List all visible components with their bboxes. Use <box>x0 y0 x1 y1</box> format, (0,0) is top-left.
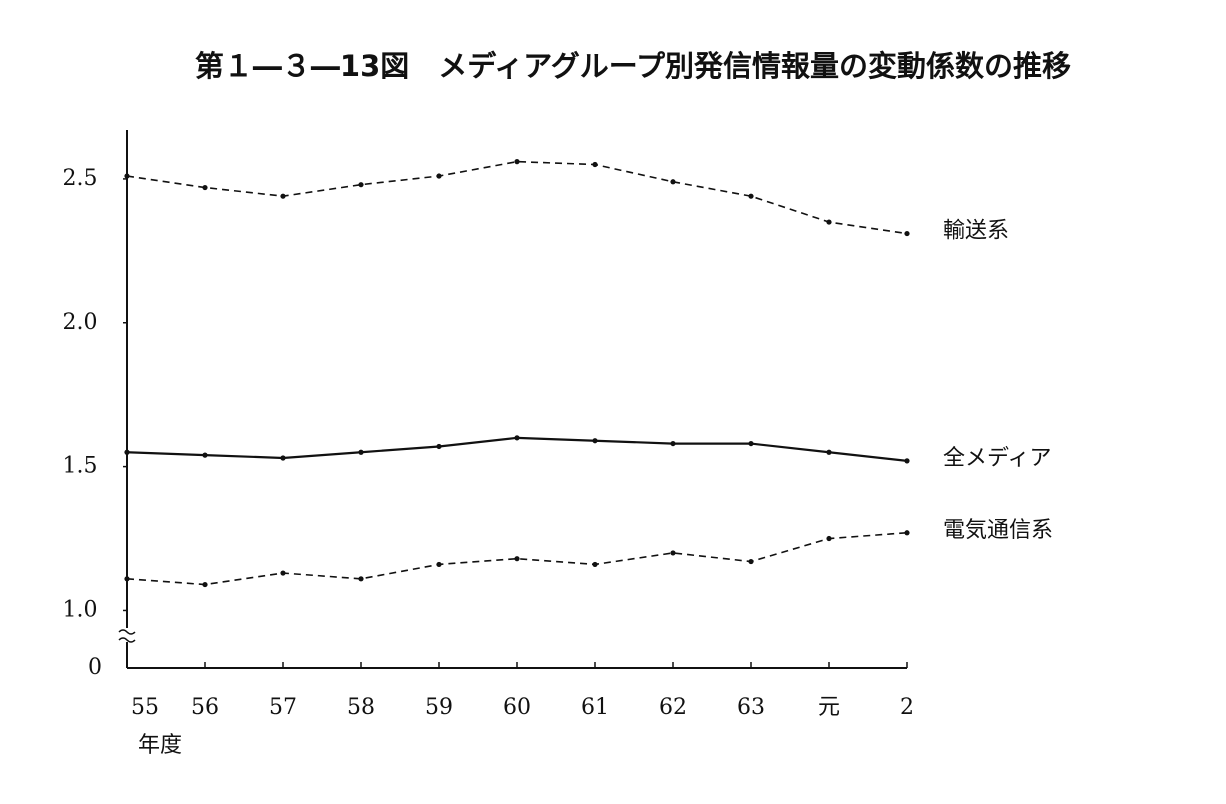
data-point <box>202 184 208 191</box>
x-tick-label: 58 <box>347 695 375 720</box>
y-tick-label: 1.5 <box>63 454 98 479</box>
x-tick-label: 57 <box>269 695 297 720</box>
data-point <box>436 173 442 179</box>
data-point <box>358 182 364 188</box>
y-origin-label: 0 <box>88 655 102 680</box>
data-point <box>358 449 364 455</box>
data-point <box>592 438 598 444</box>
x-tick-label: 60 <box>503 695 531 720</box>
data-point <box>280 193 286 199</box>
data-point <box>826 219 832 225</box>
data-point <box>202 452 208 458</box>
x-tick-label: 63 <box>737 695 765 720</box>
data-point <box>514 556 520 562</box>
data-point <box>748 193 754 199</box>
data-point <box>514 435 520 441</box>
data-point <box>904 230 910 237</box>
series-label: 全メディア <box>943 446 1051 471</box>
x-tick-label: 56 <box>191 695 219 720</box>
y-tick-label: 1.0 <box>63 597 98 622</box>
data-point <box>748 558 754 565</box>
data-point <box>202 581 208 588</box>
data-point <box>826 535 832 542</box>
x-tick-label: 62 <box>659 695 687 720</box>
y-tick-label: 2.5 <box>63 166 98 191</box>
data-point <box>280 570 286 576</box>
x-tick-label: 55 <box>131 695 159 720</box>
x-axis-label: 年度 <box>138 733 182 758</box>
data-point <box>436 443 442 450</box>
axis-break <box>118 629 136 643</box>
x-tick-label: 59 <box>425 695 453 720</box>
series-line <box>126 436 908 462</box>
data-point <box>592 561 598 568</box>
x-tick-label: 元 <box>818 695 840 720</box>
data-point <box>592 161 598 168</box>
x-tick-label: 2 <box>900 695 914 720</box>
data-point <box>748 440 754 447</box>
data-point <box>670 440 676 447</box>
series-line <box>126 160 908 235</box>
data-point <box>124 173 130 179</box>
data-point <box>904 530 910 536</box>
data-point <box>280 455 286 461</box>
y-tick-label: 2.0 <box>63 310 98 335</box>
chart-title: 第１―３―13図 メディアグループ別発信情報量の変動係数の推移 <box>195 49 1071 83</box>
data-point <box>670 550 676 556</box>
data-point <box>670 179 676 185</box>
data-point <box>124 576 130 582</box>
data-point <box>124 449 130 455</box>
series-label: 電気通信系 <box>943 518 1053 543</box>
data-point <box>436 561 442 568</box>
data-point <box>358 576 364 582</box>
x-tick-label: 61 <box>581 695 609 720</box>
data-point <box>826 449 832 455</box>
data-point <box>904 458 910 464</box>
series-label: 輸送系 <box>943 219 1009 244</box>
data-point <box>514 159 520 165</box>
